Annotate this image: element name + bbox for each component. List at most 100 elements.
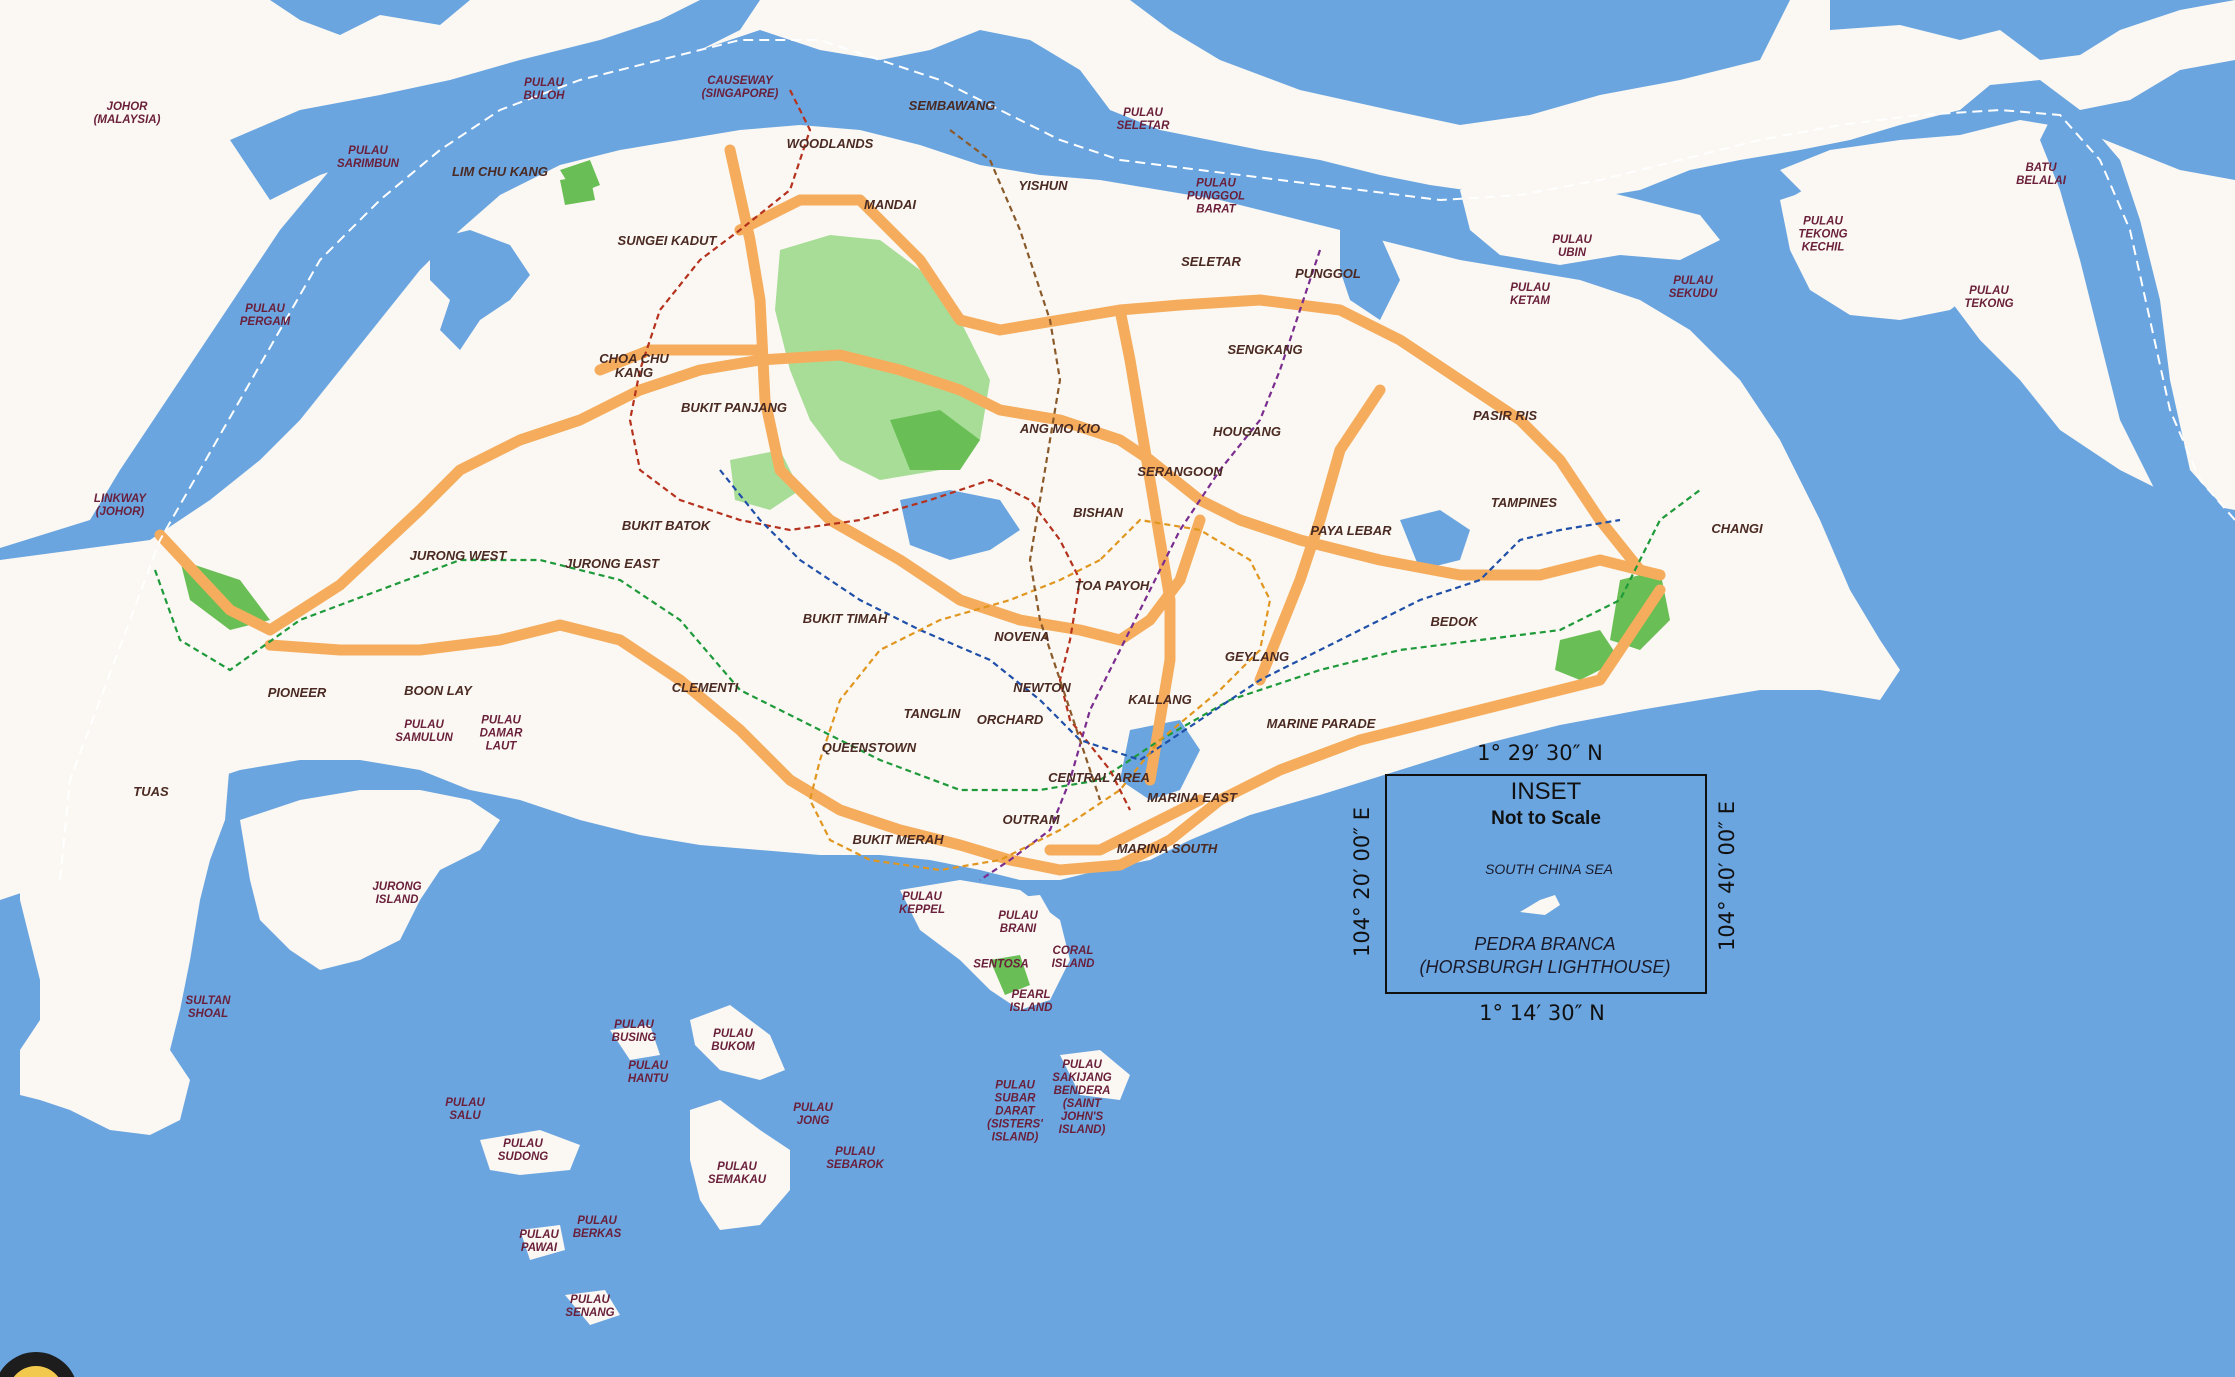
st-johns-land [1060,1050,1130,1100]
bedok-reservoir [1400,510,1470,570]
place-label-jurong-island: JURONG ISLAND [372,881,422,906]
place-label-tampines: TAMPINES [1490,495,1558,510]
rail-thomson [949,129,1102,801]
place-label-pulau-sekudu: PULAU SEKUDU [1668,275,1718,300]
tuas-land [20,640,230,1135]
place-label-pulau-semakau: PULAU SEMAKAU [707,1161,767,1186]
pulau-sudong-land [480,1130,580,1175]
place-label-bukit-timah: BUKIT TIMAH [802,611,888,626]
place-label-pulau-sebarok: PULAU SEBAROK [826,1146,884,1171]
place-label-pulau-busing: PULAU BUSING [611,1019,657,1044]
place-label-yishun: YISHUN [1018,178,1068,193]
place-label-bukit-panjang: BUKIT PANJANG [681,400,787,415]
place-label-geylang: GEYLANG [1224,649,1290,664]
kallang-basin [1120,720,1200,800]
place-label-pulau-salu: PULAU SALU [445,1097,485,1122]
expressway-tpe [1254,384,1386,686]
rail-lines [153,89,1701,881]
place-label-pulau-ubin: PULAU UBIN [1552,234,1592,259]
place-label-pulau-tekong: PULAU TEKONG [1964,285,2014,310]
expressway-bke [724,144,1206,646]
place-label-bukit-batok: BUKIT BATOK [621,518,711,533]
inset-box: INSET Not to Scale [1385,774,1707,994]
place-label-pulau-hantu: PULAU HANTU [627,1060,669,1085]
place-label-serangoon: SERANGOON [1137,464,1223,479]
place-label-lim-chu-kang: LIM CHU KANG [451,164,549,179]
place-label-pulau-buloh: PULAU BULOH [523,77,565,102]
pedra-branca [1520,895,1560,915]
place-label-mandai: MANDAI [864,197,916,212]
place-label-choa-chu-kang: CHOA CHU KANG [599,351,669,380]
place-label-novena: NOVENA [994,629,1050,644]
rail-downtown [719,469,1621,762]
place-label-ang-mo-kio: ANG MO KIO [1019,421,1101,436]
place-label-sembawang: SEMBAWANG [908,98,996,113]
place-label-boon-lay: BOON LAY [404,683,472,698]
place-label-woodlands: WOODLANDS [786,136,874,151]
pulau-bukom-land [690,1005,785,1080]
rail-north-east [979,249,1322,881]
place-label-linkway: LINKWAY (JOHOR) [93,493,147,518]
pulau-brani-land [990,895,1060,945]
place-label-clementi: CLEMENTI [671,680,739,695]
expressway-mce [1044,794,1206,856]
place-label-johor: JOHOR (MALAYSIA) [93,101,161,126]
macritchie-reservoir [900,490,1020,560]
kranji-reservoir [430,230,530,350]
latitude-bottom: 1° 14′ 30″ N [1479,1001,1605,1025]
expressway-kje [594,344,766,376]
pulau-ubin-land [1460,175,1720,265]
place-label-queenstown: QUEENSTOWN [821,740,917,755]
place-label-pulau-punggol-barat: PULAU PUNGGOL BARAT [1186,177,1246,216]
place-label-sentosa: SENTOSA [973,958,1029,971]
longitude-left: 104° 20′ 00″ E [1350,807,1374,957]
place-label-marina-east: MARINA EAST [1147,790,1237,805]
place-label-kallang: KALLANG [1128,692,1192,707]
place-label-pulau-berkas: PULAU BERKAS [572,1215,622,1240]
avatar-face [8,1366,64,1377]
place-label-pulau-sakijang-bendera: PULAU SAKIJANG BENDERA (SAINT JOHN'S ISL… [1052,1059,1112,1136]
place-label-pulau-ketam: PULAU KETAM [1509,282,1551,307]
place-label-sungei-kadut: SUNGEI KADUT [617,233,717,248]
place-label-bukit-merah: BUKIT MERAH [852,832,944,847]
place-label-toa-payoh: TOA PAYOH [1074,578,1150,593]
johor-strait-upper [230,0,760,200]
place-label-coral-island: CORAL ISLAND [1051,945,1095,970]
place-label-central-area: CENTRAL AREA [1048,770,1150,785]
latitude-top: 1° 29′ 30″ N [1477,741,1603,765]
pulau-tekong-kechil-land [1795,180,1850,260]
punggol-inlet [1340,230,1400,320]
place-label-pulau-samulun: PULAU SAMULUN [395,719,453,744]
lim-chu-kang-park [560,175,595,205]
place-label-pulau-sarimbun: PULAU SARIMBUN [337,145,399,170]
pulau-semakau-land [690,1100,790,1230]
place-label-newton: NEWTON [1013,680,1071,695]
pulau-pawai-land [520,1225,565,1260]
pedra-branca-label: PEDRA BRANCA (HORSBURGH LIGHTHOUSE) [1419,934,1671,977]
international-boundary [59,39,2235,881]
jurong-island-land [240,790,500,970]
expressway-cte [1114,304,1176,786]
central-catchment-dark [890,410,980,470]
place-label-pulau-bukom: PULAU BUKOM [711,1028,755,1053]
place-label-bedok: BEDOK [1430,614,1478,629]
place-label-pearl-island: PEARL ISLAND [1009,989,1053,1014]
place-label-punggol: PUNGGOL [1295,266,1361,281]
place-label-jurong-east: JURONG EAST [565,556,659,571]
pulau-senang-land [565,1290,620,1325]
place-label-tanglin: TANGLIN [903,706,961,721]
rail-north-south [628,89,1131,811]
sentosa-park [990,955,1030,995]
place-label-causeway: CAUSEWAY (SINGAPORE) [701,75,779,100]
place-label-pulau-pawai: PULAU PAWAI [519,1229,559,1254]
place-label-jurong-west: JURONG WEST [409,548,507,563]
johor-land [0,0,2235,548]
expressway-aye [264,584,1666,876]
place-label-sultan-shoal: SULTAN SHOAL [185,995,231,1020]
place-label-pulau-sudong: PULAU SUDONG [497,1138,549,1163]
rail-east-west [153,489,1701,792]
ne-channel [2040,120,2235,560]
place-label-pulau-subar-darat: PULAU SUBAR DARAT (SISTERS' ISLAND) [987,1079,1043,1144]
